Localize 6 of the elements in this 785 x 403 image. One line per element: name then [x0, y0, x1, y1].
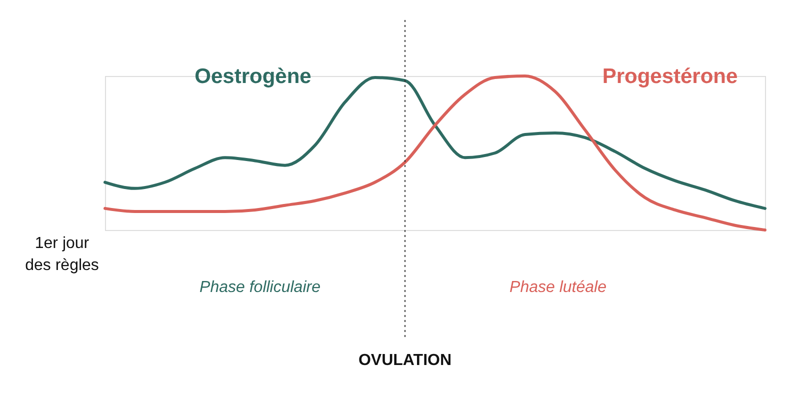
- text: OVULATION: [358, 352, 452, 369]
- series-label: Progestérone: [602, 65, 738, 88]
- series-label: Oestrogène: [194, 65, 312, 88]
- text: 1er jour des règles: [25, 235, 99, 274]
- text: Phase folliculaire: [200, 279, 321, 296]
- text: Phase lutéale: [510, 279, 607, 296]
